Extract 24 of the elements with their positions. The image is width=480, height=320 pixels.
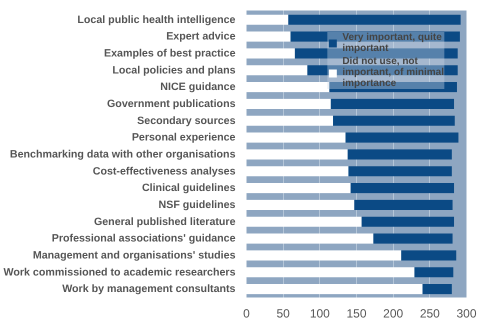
x-tick-label: 0 bbox=[243, 306, 250, 320]
y-tick-label: Personal experience bbox=[132, 132, 236, 144]
x-tick-label: 50 bbox=[276, 306, 290, 320]
x-tick-label: 100 bbox=[310, 306, 330, 320]
y-tick-label: Examples of best practice bbox=[104, 47, 236, 60]
y-tick-label: Local public health intelligence bbox=[77, 14, 236, 26]
x-tick-label: 300 bbox=[456, 306, 477, 320]
x-tick-label: 250 bbox=[420, 306, 440, 320]
y-tick-label: Clinical guidelines bbox=[142, 182, 236, 194]
y-tick-label: Work commissioned to academic researchers bbox=[4, 266, 236, 278]
x-tick-label: 200 bbox=[383, 306, 404, 320]
y-tick-label: Cost-effectiveness analyses bbox=[92, 165, 236, 178]
x-tick-label: 150 bbox=[346, 306, 367, 320]
y-tick-label: NSF guidelines bbox=[158, 198, 236, 211]
y-tick-label: Work by management consultants bbox=[62, 283, 236, 296]
y-tick-label: General published literature bbox=[94, 216, 236, 228]
y-tick-label: Benchmarking data with other organisations bbox=[10, 148, 236, 160]
y-tick-label: Government publications bbox=[107, 98, 236, 110]
y-tick-label: Management and organisations' studies bbox=[32, 249, 236, 262]
y-tick-label: NICE guidance bbox=[160, 81, 236, 94]
y-tick-label: Secondary sources bbox=[137, 114, 236, 127]
y-tick-label: Expert advice bbox=[166, 30, 236, 43]
y-tick-label: Professional associations' guidance bbox=[52, 232, 236, 245]
y-tick-label: Local policies and plans bbox=[112, 64, 236, 76]
